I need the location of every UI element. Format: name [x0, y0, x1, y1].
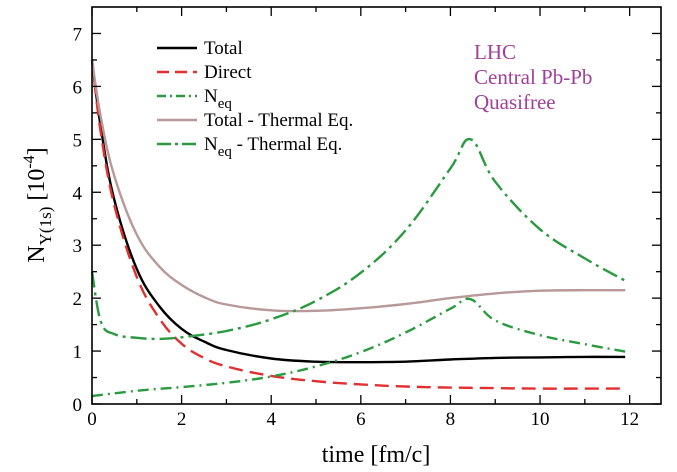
y-axis-label-subscript: Υ(1s)	[36, 207, 55, 246]
x-tick-label: 10	[531, 409, 550, 430]
annotation-line-1: LHC	[474, 40, 516, 64]
y-tick-label: 4	[73, 183, 83, 204]
annotation-line-2: Central Pb-Pb	[474, 65, 592, 89]
x-tick-label: 8	[446, 409, 456, 430]
y-tick-label: 0	[73, 395, 83, 416]
legend-label-3: Neq	[204, 86, 232, 112]
series-line-1	[90, 59, 626, 364]
x-tick-label: 4	[266, 409, 276, 430]
legend-label-4: Total - Thermal Eq.	[204, 110, 353, 131]
y-tick-label: 7	[73, 24, 83, 45]
series-line-4	[90, 59, 626, 313]
series-line-5	[90, 138, 626, 341]
y-axis-label-unit: [10	[24, 169, 50, 207]
y-axis-label: NΥ(1s) [10-4]	[21, 147, 55, 262]
y-tick-label: 3	[73, 236, 83, 257]
y-axis-label-exponent: -4	[21, 155, 38, 168]
axes	[91, 6, 662, 405]
legend-label-1: Total	[204, 38, 243, 59]
y-tick-label: 6	[73, 77, 83, 98]
plot-lines	[90, 59, 626, 398]
x-tick-label: 6	[356, 409, 366, 430]
annotation-line-3: Quasifree	[474, 90, 556, 114]
y-tick-label: 5	[73, 130, 83, 151]
x-tick-label: 0	[87, 409, 97, 430]
x-tick-label: 12	[620, 409, 639, 430]
x-tick-label: 2	[177, 409, 187, 430]
legend-label-2: Direct	[204, 62, 252, 83]
y-axis-label-symbol: N	[24, 245, 50, 262]
y-tick-label: 2	[73, 289, 83, 310]
plot-frame	[91, 6, 662, 405]
series-line-2	[90, 59, 626, 390]
y-tick-label: 1	[73, 342, 83, 363]
series-line-3	[91, 297, 626, 398]
x-axis-label: time [fm/c]	[322, 442, 431, 468]
y-axis-label-bracket: ]	[24, 147, 50, 155]
legend-label-5: Neq - Thermal Eq.	[204, 134, 342, 160]
